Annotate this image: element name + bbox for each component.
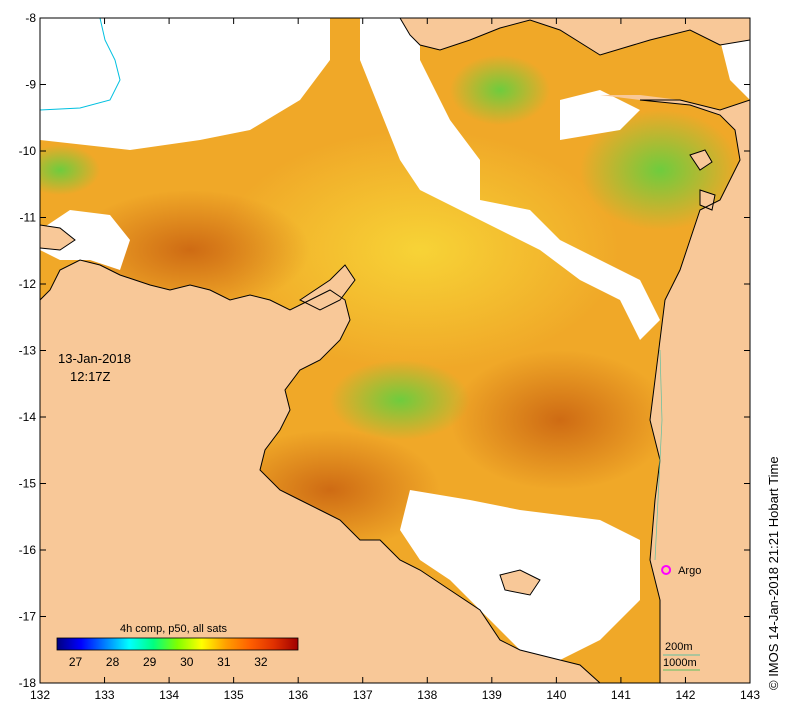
colorbar-tick-label: 28 xyxy=(106,655,120,669)
depth-contour xyxy=(654,349,663,561)
colorbar-tick-label: 31 xyxy=(217,655,231,669)
colorbar: 4h comp, p50, all sats 27 28 29 30 31 32 xyxy=(56,623,299,669)
x-tick-label: 133 xyxy=(95,688,115,702)
x-tick-label: 132 xyxy=(30,688,50,702)
y-axis: -8 -9 -10 -11 -12 -13 -14 -15 -16 -17 -18 xyxy=(19,11,750,690)
depth-legend-200m: 200m xyxy=(665,641,693,653)
y-tick-label: -8 xyxy=(25,11,36,25)
y-tick-label: -9 xyxy=(25,78,36,92)
y-tick-label: -15 xyxy=(19,477,37,491)
sst-cool-region xyxy=(40,145,100,195)
colorbar-bar xyxy=(56,637,299,651)
y-tick-label: -10 xyxy=(19,144,37,158)
x-tick-label: 134 xyxy=(159,688,179,702)
depth-legend-1000m: 1000m xyxy=(663,657,697,669)
y-tick-label: -16 xyxy=(19,543,37,557)
x-tick-label: 136 xyxy=(288,688,308,702)
x-tick-label: 139 xyxy=(482,688,502,702)
river-line xyxy=(40,18,121,111)
sst-hot-region xyxy=(450,350,670,490)
x-tick-label: 143 xyxy=(740,688,760,702)
x-tick-label: 137 xyxy=(353,688,373,702)
argo-float-marker[interactable] xyxy=(661,564,672,575)
x-axis: 132 133 134 135 136 137 138 139 140 141 142 143 xyxy=(30,18,760,702)
argo-label: Argo xyxy=(678,565,701,577)
y-tick-label: -13 xyxy=(19,344,37,358)
y-tick-label: -17 xyxy=(19,610,37,624)
x-tick-label: 142 xyxy=(675,688,695,702)
date-label: 13-Jan-2018 xyxy=(58,351,131,366)
y-tick-label: -14 xyxy=(19,410,37,424)
y-tick-label: -11 xyxy=(20,211,37,225)
y-tick-label: -12 xyxy=(19,277,37,291)
x-tick-label: 138 xyxy=(417,688,437,702)
cloud-mask xyxy=(40,18,750,660)
colorbar-tick-label: 32 xyxy=(254,655,268,669)
x-tick-label: 141 xyxy=(611,688,631,702)
x-tick-label: 140 xyxy=(546,688,566,702)
x-tick-label: 135 xyxy=(224,688,244,702)
colorbar-tick-label: 27 xyxy=(69,655,83,669)
sst-cool-region xyxy=(330,360,470,440)
colorbar-title: 4h comp, p50, all sats xyxy=(120,623,228,635)
credit-label: © IMOS 14-Jan-2018 21:21 Hobart Time xyxy=(766,456,781,690)
time-label: 12:17Z xyxy=(70,369,111,384)
y-tick-label: -18 xyxy=(19,676,37,690)
colorbar-tick-label: 30 xyxy=(180,655,194,669)
land-mass xyxy=(40,18,750,683)
coastline xyxy=(40,18,750,683)
sst-cool-region xyxy=(450,55,550,125)
colorbar-tick-label: 29 xyxy=(143,655,157,669)
